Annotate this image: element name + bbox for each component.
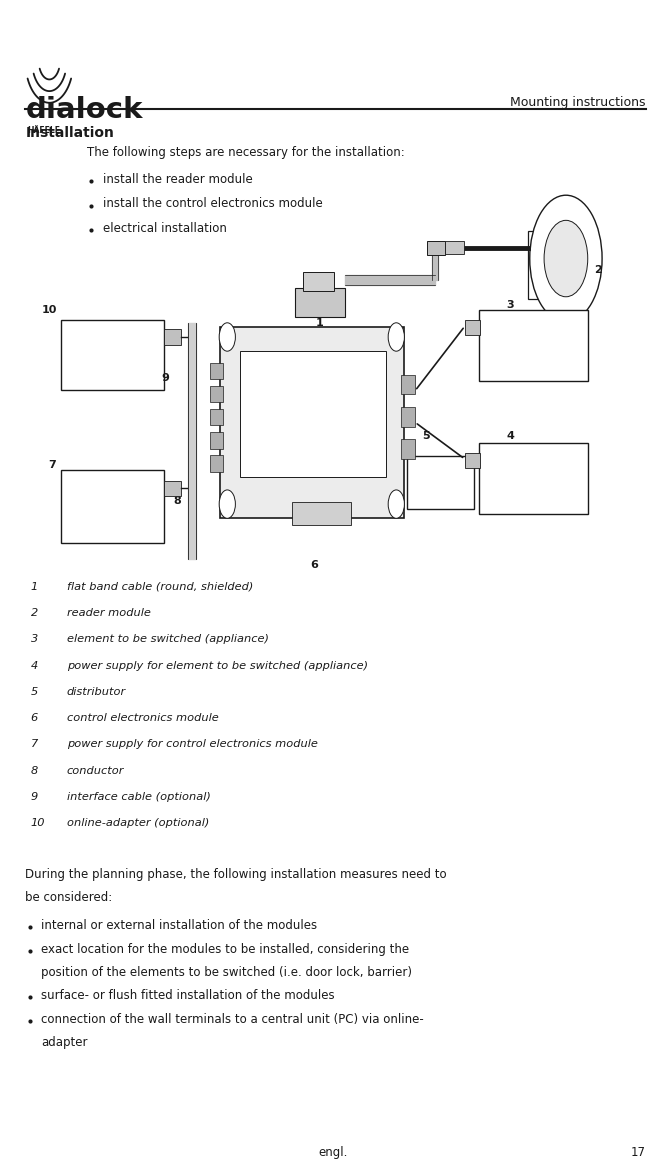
Polygon shape — [432, 252, 438, 280]
Text: HÄFELE: HÄFELE — [27, 126, 60, 135]
Circle shape — [530, 195, 602, 322]
Text: distributor: distributor — [67, 687, 126, 697]
Polygon shape — [187, 324, 196, 558]
Circle shape — [219, 489, 235, 519]
Text: engl.: engl. — [319, 1146, 348, 1159]
Bar — [211, 432, 223, 449]
Text: 1: 1 — [315, 319, 323, 328]
Text: reader module: reader module — [67, 607, 151, 618]
Polygon shape — [345, 274, 435, 285]
Bar — [211, 385, 223, 402]
Bar — [465, 453, 480, 468]
Text: 10: 10 — [31, 818, 45, 828]
Text: surface- or flush fitted installation of the modules: surface- or flush fitted installation of… — [41, 989, 335, 1002]
Bar — [528, 231, 538, 299]
Text: power supply for element to be switched (appliance): power supply for element to be switched … — [67, 660, 368, 670]
Bar — [291, 502, 351, 524]
Text: 2: 2 — [594, 265, 602, 276]
Text: 4: 4 — [507, 431, 514, 440]
Bar — [402, 375, 415, 395]
Circle shape — [544, 221, 588, 297]
Bar — [239, 350, 386, 477]
Bar — [303, 272, 334, 291]
Circle shape — [219, 322, 235, 352]
Circle shape — [388, 322, 404, 352]
Text: 9: 9 — [162, 373, 169, 383]
Text: flat band cable (round, shielded): flat band cable (round, shielded) — [67, 582, 253, 592]
Text: 3: 3 — [31, 634, 38, 645]
Bar — [61, 470, 163, 543]
Bar — [211, 362, 223, 378]
Bar — [407, 457, 474, 509]
Text: electrical installation: electrical installation — [103, 222, 227, 235]
Text: 9: 9 — [31, 792, 38, 802]
Text: control electronics module: control electronics module — [67, 712, 219, 723]
Text: 4: 4 — [31, 660, 38, 670]
Text: position of the elements to be switched (i.e. door lock, barrier): position of the elements to be switched … — [41, 966, 412, 979]
Text: Installation: Installation — [25, 126, 114, 140]
Bar — [211, 456, 223, 472]
Bar — [428, 242, 445, 255]
Text: 7: 7 — [31, 739, 38, 750]
Bar — [295, 287, 345, 317]
Bar — [445, 241, 464, 255]
Text: 8: 8 — [31, 765, 38, 776]
Text: element to be switched (appliance): element to be switched (appliance) — [67, 634, 269, 645]
Text: 5: 5 — [422, 431, 430, 440]
Bar — [163, 329, 181, 345]
Text: 2: 2 — [31, 607, 38, 618]
Text: exact location for the modules to be installed, considering the: exact location for the modules to be ins… — [41, 943, 410, 955]
Text: online-adapter (optional): online-adapter (optional) — [67, 818, 209, 828]
Bar — [163, 481, 181, 496]
Bar — [465, 320, 480, 335]
Bar — [479, 443, 588, 514]
Text: conductor: conductor — [67, 765, 124, 776]
Text: install the reader module: install the reader module — [103, 173, 253, 186]
Text: 7: 7 — [48, 460, 56, 470]
Circle shape — [388, 489, 404, 519]
Text: Mounting instructions: Mounting instructions — [510, 96, 646, 109]
Bar — [211, 409, 223, 425]
Bar — [61, 320, 163, 390]
Bar — [479, 310, 588, 381]
Bar — [220, 327, 404, 517]
Text: 8: 8 — [173, 495, 181, 506]
Bar — [402, 406, 415, 426]
Text: interface cable (optional): interface cable (optional) — [67, 792, 211, 802]
Text: be considered:: be considered: — [25, 891, 113, 904]
Text: power supply for control electronics module: power supply for control electronics mod… — [67, 739, 317, 750]
Bar — [402, 439, 415, 459]
Text: 6: 6 — [310, 561, 318, 570]
Text: adapter: adapter — [41, 1036, 88, 1049]
Text: During the planning phase, the following installation measures need to: During the planning phase, the following… — [25, 868, 447, 881]
Text: dialock: dialock — [25, 96, 143, 124]
Text: 17: 17 — [631, 1146, 646, 1159]
Text: 3: 3 — [507, 299, 514, 310]
Text: 10: 10 — [42, 305, 57, 315]
Text: The following steps are necessary for the installation:: The following steps are necessary for th… — [87, 146, 404, 159]
Text: install the control electronics module: install the control electronics module — [103, 197, 322, 210]
Text: internal or external installation of the modules: internal or external installation of the… — [41, 919, 317, 932]
Text: 1: 1 — [31, 582, 38, 592]
Text: 5: 5 — [31, 687, 38, 697]
Text: connection of the wall terminals to a central unit (PC) via online-: connection of the wall terminals to a ce… — [41, 1013, 424, 1026]
Text: 6: 6 — [31, 712, 38, 723]
